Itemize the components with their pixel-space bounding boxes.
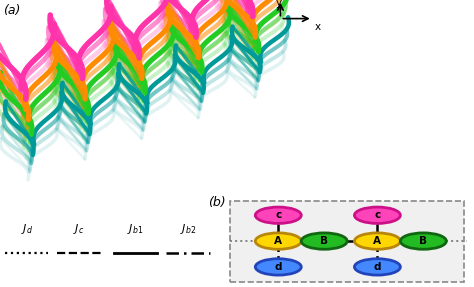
Text: c: c — [374, 210, 381, 220]
Text: y: y — [276, 0, 282, 8]
Circle shape — [301, 233, 347, 249]
Text: c: c — [275, 210, 282, 220]
Text: $J_{c}$: $J_{c}$ — [73, 222, 84, 236]
Circle shape — [255, 207, 301, 223]
Text: (a): (a) — [3, 4, 20, 17]
Text: $J_{b2}$: $J_{b2}$ — [180, 222, 196, 236]
FancyBboxPatch shape — [230, 201, 465, 282]
Text: A: A — [274, 236, 283, 246]
Text: B: B — [419, 236, 428, 246]
Text: x: x — [314, 22, 320, 32]
Text: $J_{b1}$: $J_{b1}$ — [128, 222, 144, 236]
Circle shape — [255, 259, 301, 275]
Circle shape — [355, 259, 401, 275]
Text: d: d — [274, 262, 282, 272]
Text: (b): (b) — [208, 196, 226, 209]
Circle shape — [255, 233, 301, 249]
Circle shape — [401, 233, 447, 249]
Text: $J_{d}$: $J_{d}$ — [20, 222, 33, 236]
Text: A: A — [374, 236, 382, 246]
Text: d: d — [374, 262, 381, 272]
Circle shape — [355, 233, 401, 249]
Text: B: B — [320, 236, 328, 246]
Circle shape — [355, 207, 401, 223]
